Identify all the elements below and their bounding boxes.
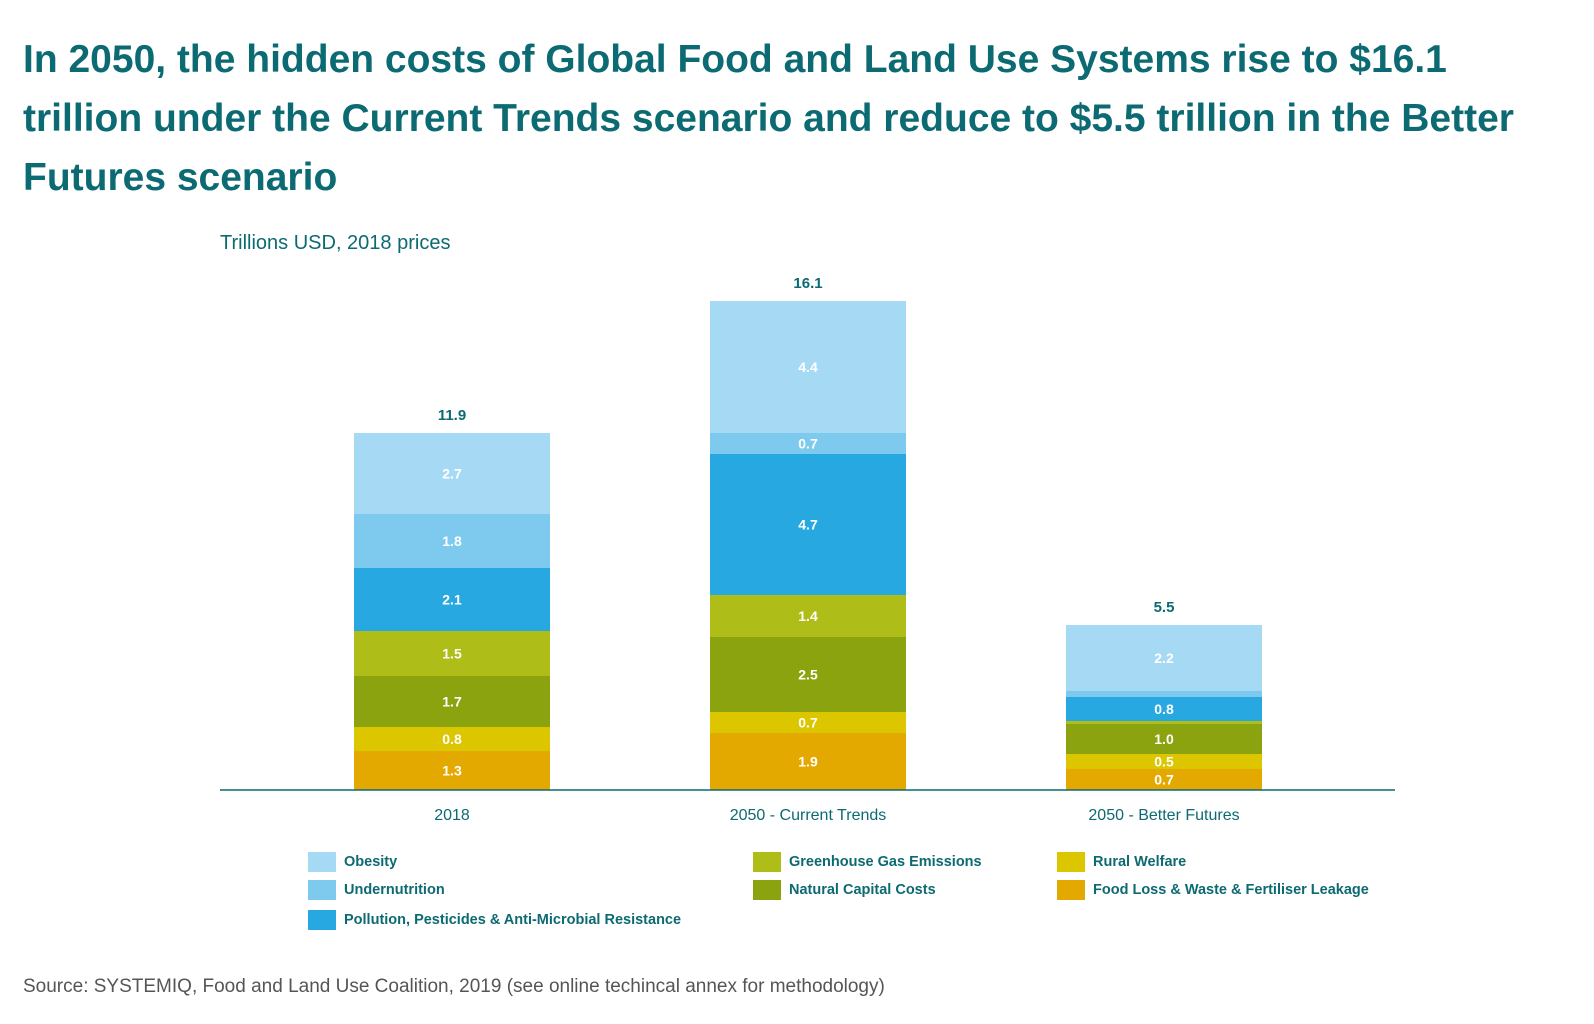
legend-item: Pollution, Pesticides & Anti-Microbial R…	[308, 910, 681, 930]
bar-segment	[710, 454, 906, 595]
bar-segment	[710, 733, 906, 790]
legend-label: Pollution, Pesticides & Anti-Microbial R…	[344, 912, 682, 928]
total-value-label: 5.5	[1154, 599, 1175, 616]
segment-value-label: 2.7	[442, 466, 462, 482]
segment-value-label: 2.5	[798, 667, 818, 683]
unit-label: Trillions USD, 2018 prices	[220, 232, 451, 254]
bar-segment	[1066, 769, 1262, 790]
legend-label: Undernutrition	[344, 882, 445, 898]
bar-segment	[354, 727, 550, 751]
bars-group	[354, 301, 1262, 790]
segment-value-label: 1.8	[442, 533, 462, 549]
segment-value-label: 4.7	[798, 517, 818, 533]
legend-item: Obesity	[308, 852, 397, 872]
bar-segment	[1066, 691, 1262, 697]
segment-value-label: 0.5	[1154, 754, 1174, 770]
segment-value-label: 1.3	[442, 763, 462, 779]
bar-segment	[1066, 724, 1262, 754]
legend-swatch	[308, 852, 336, 872]
legend-item: Greenhouse Gas Emissions	[753, 852, 982, 872]
legend-item: Food Loss & Waste & Fertiliser Leakage	[1057, 880, 1369, 900]
segment-value-label: 1.4	[798, 608, 818, 624]
legend-label: Food Loss & Waste & Fertiliser Leakage	[1093, 882, 1369, 898]
segment-value-label: 0.7	[1154, 772, 1174, 788]
legend-label: Obesity	[344, 854, 398, 870]
segment-value-label: 1.0	[1154, 731, 1174, 747]
legend-label: Natural Capital Costs	[789, 882, 936, 898]
segment-value-label: 1.7	[442, 694, 462, 710]
bar-segment	[710, 637, 906, 712]
total-value-label: 16.1	[793, 275, 822, 292]
bar-segment	[1066, 721, 1262, 724]
legend-label: Greenhouse Gas Emissions	[789, 854, 982, 870]
category-label: 2018	[434, 807, 470, 824]
legend-swatch	[308, 880, 336, 900]
segment-value-label: 2.1	[442, 592, 462, 608]
bar-segment	[354, 433, 550, 514]
bar-segment	[710, 595, 906, 637]
legend-item: Rural Welfare	[1057, 852, 1186, 872]
total-value-label: 11.9	[438, 407, 466, 424]
bar-segment	[354, 514, 550, 568]
segment-value-label: 1.5	[442, 646, 462, 662]
legend-swatch	[753, 852, 781, 872]
bar-segment	[354, 631, 550, 676]
legend-swatch	[308, 910, 336, 930]
bar-segment	[354, 676, 550, 727]
chart-title: In 2050, the hidden costs of Global Food…	[23, 38, 1514, 199]
bar-segment	[354, 568, 550, 631]
bar-segment	[710, 301, 906, 433]
segment-value-label: 0.7	[798, 436, 818, 452]
legend-item: Natural Capital Costs	[753, 880, 936, 900]
bar-segment	[1066, 625, 1262, 691]
legend-item: Undernutrition	[308, 880, 445, 900]
bar-segment	[710, 712, 906, 733]
stacked-bar-chart: 1.3 0.8 1.7 1.5 2.1 1.8 2.7 11.9 2018 1.9 0.7 2.5 1.…	[220, 275, 1395, 824]
legend-swatch	[1057, 852, 1085, 872]
category-label: 2050 - Current Trends	[730, 807, 887, 824]
category-label: 2050 - Better Futures	[1088, 807, 1239, 824]
legend-label: Rural Welfare	[1093, 854, 1187, 870]
bar-segment	[710, 433, 906, 454]
segment-value-label: 2.2	[1154, 650, 1174, 666]
segment-value-label: 1.9	[798, 754, 818, 770]
labels-group: 1.3 0.8 1.7 1.5 2.1 1.8 2.7 11.9 2018 1.9 0.7 2.5 1.…	[434, 275, 1239, 824]
segment-value-label: 0.8	[442, 731, 462, 747]
legend-swatch	[1057, 880, 1085, 900]
legend-swatch	[753, 880, 781, 900]
bar-segment	[1066, 754, 1262, 769]
bar-segment	[1066, 697, 1262, 721]
segment-value-label: 4.4	[798, 359, 818, 375]
segment-value-label: 0.8	[1154, 701, 1174, 717]
bar-segment	[354, 751, 550, 790]
segment-value-label: 0.7	[798, 715, 818, 731]
source-note: Source: SYSTEMIQ, Food and Land Use Coal…	[23, 976, 885, 997]
